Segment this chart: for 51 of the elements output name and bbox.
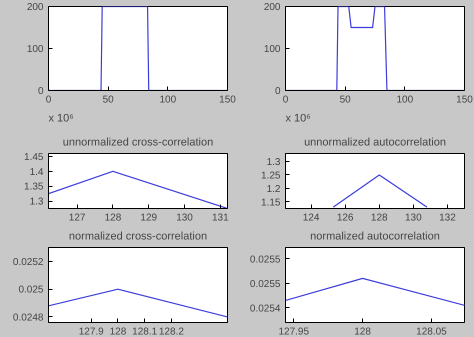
y-tick-label: 0.0248 xyxy=(12,312,44,324)
x-tick-label: 128 xyxy=(104,212,122,224)
x-tick-label: 131 xyxy=(212,212,230,224)
x-tick-label: 128.1 xyxy=(132,326,158,337)
y-tick-label: 0.0255 xyxy=(250,254,281,266)
y-tick-label: 1.2 xyxy=(266,184,281,195)
x-tick-label: 130 xyxy=(405,212,422,224)
x-tick-label: 126 xyxy=(336,212,354,224)
x-tick-label: 127.9 xyxy=(78,326,104,337)
x-tick-label: 132 xyxy=(439,212,456,224)
x-tick-label: 130 xyxy=(176,212,194,224)
x-tick-label: 128 xyxy=(354,326,372,337)
x-tick-label: 128 xyxy=(370,212,388,224)
chart-title: unnormalized cross-correlation xyxy=(62,136,214,148)
y-tick-label: 0.0252 xyxy=(12,256,44,268)
y-tick-label: 0.025 xyxy=(18,284,44,296)
y-tick-label: 1.35 xyxy=(24,182,44,193)
x-tick-label: 150 xyxy=(456,94,474,106)
y-tick-label: 0.0255 xyxy=(250,278,281,290)
y-tick-label: 1.15 xyxy=(261,197,281,208)
x-tick-label: 128.2 xyxy=(158,326,184,337)
text: x 10⁶ xyxy=(286,112,311,124)
y-tick-label: 1.3 xyxy=(30,196,44,208)
x-tick-label: 127 xyxy=(68,212,86,224)
y-tick-label: 1.3 xyxy=(266,157,281,168)
chart-title: normalized autocorrelation xyxy=(310,230,440,242)
x-tick-label: 100 xyxy=(159,94,177,106)
y-tick-label: 0 xyxy=(38,86,44,97)
y-tick-label: 100 xyxy=(26,44,44,55)
x-tick-label: 124 xyxy=(302,212,320,224)
x-tick-label: 129 xyxy=(140,212,158,224)
y-tick-label: 1.45 xyxy=(24,152,44,163)
x-tick-label: 100 xyxy=(396,94,414,106)
x-tick-label: 50 xyxy=(340,94,352,106)
y-tick-label: 0.0254 xyxy=(250,303,281,314)
y-tick-label: 100 xyxy=(264,44,281,55)
x-tick-label: 0 xyxy=(46,94,52,106)
x-tick-label: 0 xyxy=(282,94,289,106)
chart-title: normalized cross-correlation xyxy=(68,230,208,242)
x-tick-label: 150 xyxy=(219,94,236,106)
x-tick-label: 128.05 xyxy=(416,326,448,337)
text: x 10⁶ xyxy=(48,112,74,124)
y-tick-label: 200 xyxy=(26,2,44,13)
x-tick-label: 128 xyxy=(110,326,127,337)
y-tick-label: 0 xyxy=(274,86,281,97)
x-tick-label: 127.95 xyxy=(278,326,310,337)
y-tick-label: 1.4 xyxy=(30,166,44,178)
chart-title: unnormalized autocorrelation xyxy=(304,136,446,148)
x-tick-label: 50 xyxy=(102,94,114,106)
y-tick-label: 200 xyxy=(264,2,281,13)
y-tick-label: 1.25 xyxy=(261,170,281,182)
